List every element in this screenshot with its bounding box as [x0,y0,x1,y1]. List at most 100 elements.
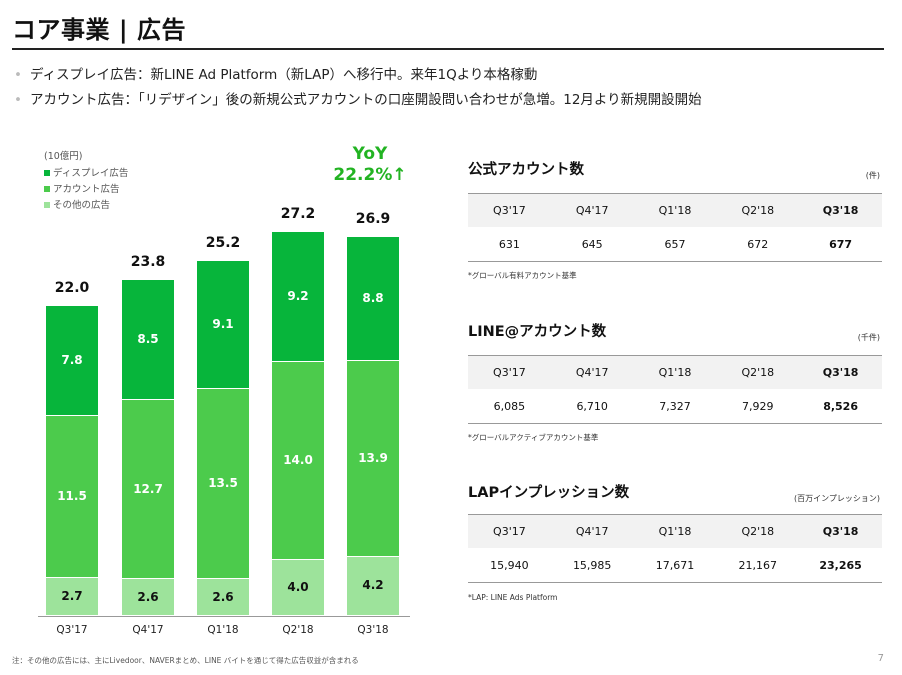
table-header-cell: Q4'17 [575,204,609,217]
bar-segment-other: 4.2 [347,556,399,615]
bar-segment-other: 2.6 [122,579,174,615]
page-number: 7 [877,653,884,664]
table-header-row: Q3'17 Q4'17 Q1'18 Q2'18 Q3'18 [468,193,882,227]
table-row: 6,085 6,710 7,327 7,929 8,526 [468,390,882,424]
bar-value-label: 4.2 [362,578,384,593]
bar-value-label: 4.0 [287,579,309,594]
chart-legend: (10億円) ディスプレイ広告 アカウント広告 その他の広告 [44,148,128,214]
bar-total-label: 23.8 [130,254,166,271]
table-row: 631 645 657 672 677 [468,228,882,262]
bar-value-label: 13.5 [208,476,238,491]
yoy-label: YoY [352,144,388,164]
bar-total-label: 25.2 [205,234,241,251]
table-header-cell: Q3'17 [493,366,526,379]
footnote: 注：その他の広告には、主にLivedoor、NAVERまとめ、LINE バイトを… [12,656,359,665]
legend-label: その他の広告 [53,200,111,211]
table-title: LINE@アカウント数 [468,324,607,340]
legend-item-other: その他の広告 [44,198,128,214]
table-header-cell: Q3'17 [493,525,526,538]
table-cell: 672 [747,238,769,251]
bar-segment-display: 9.2 [272,232,324,362]
bar-segment-account: 13.5 [197,388,249,579]
table-unit: (百万インプレッション) [793,494,880,503]
legend-label: アカウント広告 [53,184,120,195]
x-tick-label: Q3'17 [56,624,88,636]
title-divider [12,48,884,50]
table-header-cell: Q3'18 [822,204,859,217]
x-axis-line [38,616,410,617]
bar-segment-display: 8.5 [122,280,174,400]
table-header-cell: Q3'18 [822,366,859,379]
table-cell: 631 [498,238,520,251]
table-cell: 677 [829,238,853,251]
chart-unit-label: (10億円) [44,151,83,162]
bar-value-label: 9.1 [212,316,234,331]
bar-value-label: 8.5 [137,332,159,347]
legend-item-account: アカウント広告 [44,182,128,198]
bullet-dot-icon: • [14,92,22,108]
table-header-row: Q3'17 Q4'17 Q1'18 Q2'18 Q3'18 [468,514,882,548]
table-header-cell: Q1'18 [658,366,692,379]
table-cell: 7,327 [659,400,691,413]
stacked-bar-chart: (10億円) ディスプレイ広告 アカウント広告 その他の広告 YoY 22.2%… [38,144,410,636]
bar-total-label: 26.9 [355,210,391,227]
bar-segment-display: 8.8 [347,236,399,360]
table-header-cell: Q3'18 [822,525,859,538]
bar-segment-account: 14.0 [272,362,324,559]
bar-segment-account: 11.5 [46,415,98,577]
bar-total-label: 27.2 [280,206,316,223]
official-accounts-table: 公式アカウント数 (件) Q3'17 Q4'17 Q1'18 Q2'18 Q3'… [468,158,882,280]
yoy-callout: YoY 22.2%↑ [330,144,410,186]
table-cell: 657 [664,238,686,251]
bar-value-label: 13.9 [358,450,388,465]
legend-swatch-other [44,201,50,208]
page-title: コア事業 | 広告 [12,16,186,44]
table-cell: 7,929 [742,400,774,413]
bar-value-label: 12.7 [133,481,163,496]
bar-total-label: 22.0 [54,279,90,296]
table-cell: 8,526 [823,400,858,413]
bar-value-label: 14.0 [283,452,313,467]
bullet-list: • ディスプレイ広告：新LINE Ad Platform（新LAP）へ移行中。来年… [14,66,702,116]
x-tick-label: Q1'18 [207,624,239,636]
table-header-cell: Q1'18 [658,525,692,538]
table-header-cell: Q3'17 [493,204,526,217]
x-tick-label: Q3'18 [357,624,389,636]
bar-value-label: 2.7 [61,588,83,603]
table-header-cell: Q2'18 [741,204,775,217]
legend-label: ディスプレイ広告 [53,168,129,179]
bar-value-label: 8.8 [362,290,384,305]
bar-segment-other: 4.0 [272,559,324,615]
table-header-cell: Q2'18 [741,525,775,538]
table-title: LAPインプレッション数 [468,485,630,501]
table-cell: 15,985 [572,559,612,572]
bar-value-label: 11.5 [57,488,87,503]
table-unit: (件) [865,171,880,180]
bar-value-label: 2.6 [137,589,159,604]
bar-segment-display: 9.1 [197,260,249,388]
table-note: *LAP: LINE Ads Platform [468,593,558,602]
table-note: *グローバル有料アカウント基準 [468,271,577,280]
table-cell: 645 [581,238,603,251]
bar-segment-display: 7.8 [46,305,98,415]
yoy-value: 22.2%↑ [333,165,407,185]
bar-value-label: 9.2 [287,289,309,304]
table-title: 公式アカウント数 [468,162,584,178]
table-header-cell: Q4'17 [575,366,609,379]
table-header-cell: Q2'18 [741,366,775,379]
bar-value-label: 7.8 [61,352,83,367]
table-cell: 21,167 [738,559,778,572]
bullet-text: ディスプレイ広告：新LINE Ad Platform（新LAP）へ移行中。来年1… [30,67,538,83]
x-tick-label: Q2'18 [282,624,314,636]
bullet-item: • アカウント広告：「リデザイン」後の新規公式アカウントの口座開設問い合わせが急増… [14,91,702,116]
bar-value-label: 2.6 [212,589,234,604]
legend-item-display: ディスプレイ広告 [44,166,128,182]
line-at-accounts-table: LINE@アカウント数 (千件) Q3'17 Q4'17 Q1'18 Q2'18… [468,320,882,442]
bar-segment-account: 13.9 [347,360,399,556]
table-header-row: Q3'17 Q4'17 Q1'18 Q2'18 Q3'18 [468,355,882,389]
table-cell: 6,710 [576,400,608,413]
bar-segment-account: 12.7 [122,400,174,579]
x-tick-label: Q4'17 [132,624,164,636]
bar-segment-other: 2.7 [46,577,98,615]
table-cell: 17,671 [655,559,695,572]
